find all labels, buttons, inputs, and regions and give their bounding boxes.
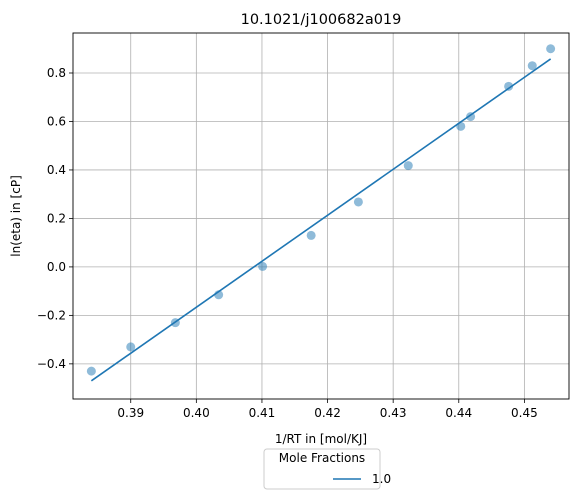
y-tick-label: −0.4 xyxy=(37,357,66,371)
data-point xyxy=(354,197,363,206)
plot-series xyxy=(87,44,555,381)
x-axis-label: 1/RT in [mol/KJ] xyxy=(275,432,367,446)
legend-title: Mole Fractions xyxy=(279,451,365,465)
y-tick-label: 0.8 xyxy=(47,66,66,80)
data-point xyxy=(546,44,555,53)
x-tick-label: 0.44 xyxy=(445,406,472,420)
x-tick-label: 0.45 xyxy=(511,406,538,420)
x-axis-ticks: 0.39 0.40 0.41 0.42 0.43 0.44 0.45 xyxy=(117,399,537,420)
grid xyxy=(73,33,569,399)
x-tick-label: 0.40 xyxy=(183,406,210,420)
data-point xyxy=(307,231,316,240)
y-tick-label: 0.4 xyxy=(47,163,66,177)
plot-frame xyxy=(73,33,569,399)
legend: Mole Fractions 1.0 xyxy=(264,449,391,489)
y-axis-ticks: −0.4 −0.2 0.0 0.2 0.4 0.6 0.8 xyxy=(37,66,73,371)
x-tick-label: 0.39 xyxy=(117,406,144,420)
data-point xyxy=(126,342,135,351)
data-point xyxy=(404,161,413,170)
x-tick-label: 0.42 xyxy=(314,406,341,420)
y-tick-label: −0.2 xyxy=(37,308,66,322)
y-tick-label: 0.2 xyxy=(47,211,66,225)
y-tick-label: 0.6 xyxy=(47,114,66,128)
x-tick-label: 0.41 xyxy=(249,406,276,420)
chart-title: 10.1021/j100682a019 xyxy=(241,12,402,28)
legend-entry-label: 1.0 xyxy=(372,472,391,486)
fit-line xyxy=(91,59,550,381)
data-point xyxy=(87,367,96,376)
y-tick-label: 0.0 xyxy=(47,260,66,274)
y-axis-label: ln(eta) in [cP] xyxy=(9,175,23,257)
x-tick-label: 0.43 xyxy=(380,406,407,420)
